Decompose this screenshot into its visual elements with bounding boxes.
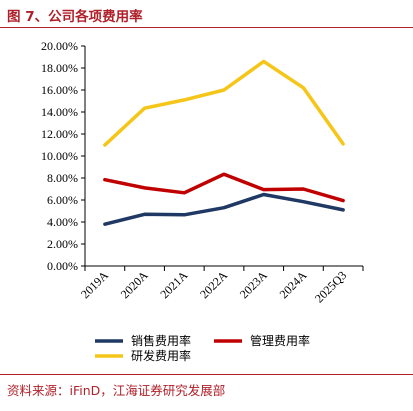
y-tick-label: 14.00% [41, 105, 78, 119]
series-line [103, 192, 345, 226]
source-divider [0, 374, 413, 375]
source-note: 资料来源：iFinD，江海证券研究发展部 [7, 383, 226, 398]
series-line [103, 172, 345, 203]
title-divider [0, 27, 413, 28]
legend-label: 销售费用率 [131, 333, 191, 348]
legend-label: 管理费用率 [250, 333, 310, 348]
y-tick-label: 4.00% [47, 215, 78, 229]
y-tick-label: 20.00% [41, 39, 78, 53]
y-tick-label: 10.00% [41, 149, 78, 163]
y-tick-label: 8.00% [47, 171, 78, 185]
y-tick-label: 2.00% [47, 237, 78, 251]
y-tick-label: 6.00% [47, 193, 78, 207]
x-tick-label: 2019A [78, 268, 111, 301]
legend-label: 研发费用率 [131, 348, 191, 363]
y-tick-label: 18.00% [41, 61, 78, 75]
x-tick-label: 2025Q3 [312, 268, 349, 305]
y-tick-label: 16.00% [41, 83, 78, 97]
figure-title: 图 7、公司各项费用率 [7, 9, 143, 25]
x-tick-label: 2022A [197, 268, 230, 301]
y-tick-label: 0.00% [47, 259, 78, 273]
line-chart: 0.00% 2.00% 4.00% 6.00% 8.00% 10.00% 12.00% 14.… [41, 39, 364, 363]
y-tick-label: 12.00% [41, 127, 78, 141]
x-tick-label: 2020A [118, 268, 151, 301]
series-line [103, 59, 345, 147]
x-tick-label: 2024A [277, 268, 310, 301]
x-tick-label: 2023A [237, 268, 270, 301]
x-tick-label: 2021A [157, 268, 190, 301]
